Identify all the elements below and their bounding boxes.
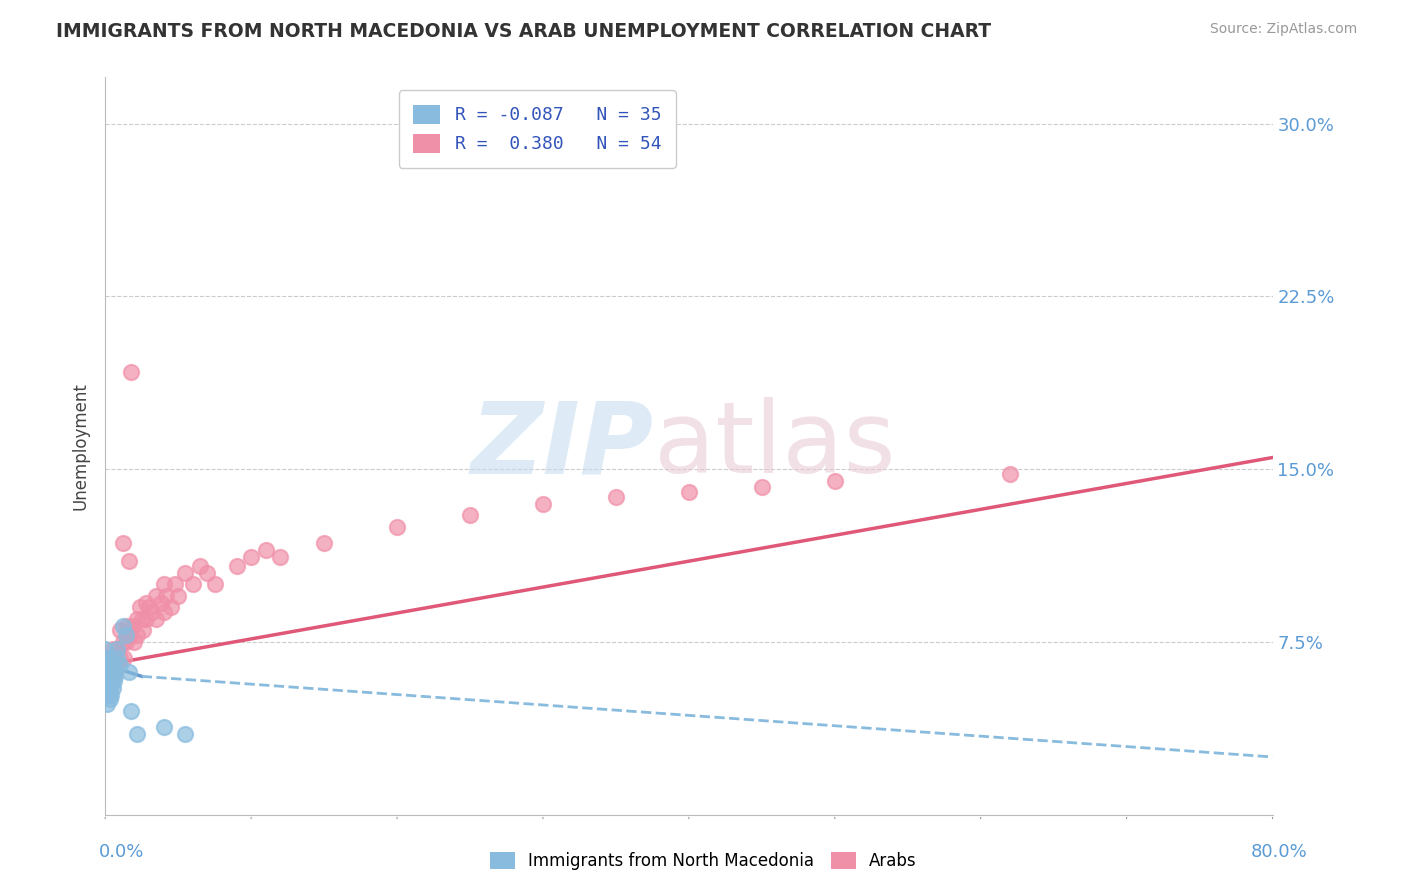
Point	[98, 692, 121, 706]
Point	[152, 720, 174, 734]
Point	[108, 657, 131, 672]
Point	[104, 669, 127, 683]
Point	[160, 600, 183, 615]
Point	[998, 467, 1021, 481]
Point	[751, 480, 773, 494]
Point	[204, 577, 226, 591]
Point	[94, 641, 117, 656]
Point	[269, 549, 291, 564]
Point	[149, 596, 172, 610]
Point	[225, 558, 247, 573]
Point	[127, 628, 149, 642]
Point	[100, 688, 122, 702]
Point	[115, 618, 138, 632]
Point	[117, 554, 139, 568]
Point	[94, 665, 117, 679]
Text: ZIP: ZIP	[471, 398, 654, 494]
Point	[132, 624, 155, 638]
Point	[100, 673, 122, 688]
Point	[111, 535, 134, 549]
Point	[188, 558, 211, 573]
Point	[97, 651, 120, 665]
Point	[124, 635, 146, 649]
Point	[101, 641, 124, 656]
Point	[103, 665, 125, 679]
Point	[458, 508, 481, 522]
Point	[111, 635, 134, 649]
Point	[96, 669, 118, 683]
Point	[104, 665, 127, 679]
Point	[145, 589, 167, 603]
Point	[121, 704, 143, 718]
Point	[181, 577, 204, 591]
Point	[254, 542, 277, 557]
Point	[152, 605, 174, 619]
Point	[105, 651, 128, 665]
Point	[97, 665, 120, 679]
Text: atlas: atlas	[654, 398, 896, 494]
Point	[531, 497, 554, 511]
Point	[94, 651, 117, 665]
Point	[678, 485, 700, 500]
Point	[98, 657, 121, 672]
Text: 0.0%: 0.0%	[98, 843, 143, 861]
Text: 80.0%: 80.0%	[1251, 843, 1308, 861]
Y-axis label: Unemployment: Unemployment	[72, 382, 89, 510]
Point	[101, 681, 124, 695]
Point	[121, 365, 143, 379]
Point	[145, 612, 167, 626]
Point	[114, 635, 136, 649]
Point	[824, 474, 846, 488]
Point	[135, 596, 157, 610]
Point	[96, 681, 118, 695]
Point	[98, 681, 121, 695]
Point	[97, 688, 120, 702]
Point	[96, 697, 118, 711]
Point	[155, 589, 177, 603]
Point	[240, 549, 263, 564]
Point	[100, 665, 122, 679]
Point	[98, 651, 121, 665]
Point	[152, 577, 174, 591]
Point	[114, 628, 136, 642]
Point	[101, 669, 124, 683]
Point	[122, 618, 145, 632]
Point	[174, 566, 197, 580]
Point	[108, 624, 131, 638]
Legend: R = -0.087   N = 35, R =  0.380   N = 54: R = -0.087 N = 35, R = 0.380 N = 54	[398, 90, 676, 168]
Point	[117, 665, 139, 679]
Point	[105, 651, 128, 665]
Point	[127, 612, 149, 626]
Point	[111, 618, 134, 632]
Point	[96, 657, 118, 672]
Point	[103, 673, 125, 688]
Point	[97, 673, 120, 688]
Text: IMMIGRANTS FROM NORTH MACEDONIA VS ARAB UNEMPLOYMENT CORRELATION CHART: IMMIGRANTS FROM NORTH MACEDONIA VS ARAB …	[56, 22, 991, 41]
Point	[165, 577, 187, 591]
Point	[103, 657, 125, 672]
Point	[94, 673, 117, 688]
Legend: Immigrants from North Macedonia, Arabs: Immigrants from North Macedonia, Arabs	[482, 845, 924, 877]
Point	[101, 657, 124, 672]
Point	[167, 589, 190, 603]
Point	[605, 490, 627, 504]
Point	[385, 519, 408, 533]
Point	[314, 535, 336, 549]
Point	[174, 727, 197, 741]
Point	[112, 651, 135, 665]
Point	[98, 669, 121, 683]
Point	[105, 641, 128, 656]
Point	[127, 727, 149, 741]
Point	[131, 612, 153, 626]
Point	[118, 628, 141, 642]
Point	[138, 600, 160, 615]
Point	[107, 641, 129, 656]
Point	[108, 651, 131, 665]
Text: Source: ZipAtlas.com: Source: ZipAtlas.com	[1209, 22, 1357, 37]
Point	[195, 566, 218, 580]
Point	[141, 605, 163, 619]
Point	[129, 600, 152, 615]
Point	[135, 612, 157, 626]
